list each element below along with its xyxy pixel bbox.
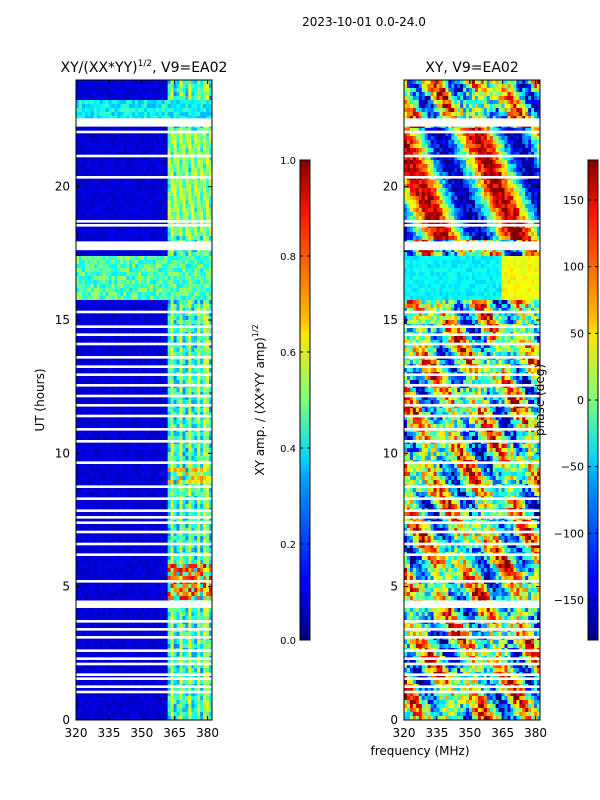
colorbar-tick-label: 0.0 bbox=[280, 636, 296, 647]
x-tick-label: 335 bbox=[97, 726, 120, 740]
amplitude-colorbar-label: XY amp. / (XX*YY amp)1/2 bbox=[251, 324, 267, 475]
y-tick-label: 20 bbox=[55, 180, 70, 194]
phase-colorbar: −150 −100 −50 0 50 100 150 phase (deg) bbox=[533, 159, 599, 641]
y-tick-label: 10 bbox=[55, 446, 70, 460]
colorbar-tick-label: 150 bbox=[563, 194, 584, 207]
amplitude-colorbar-ticks: 0.0 0.2 0.4 0.6 0.8 1.0 bbox=[280, 156, 310, 647]
x-tick-label: 320 bbox=[65, 726, 88, 740]
x-tick-label: 380 bbox=[524, 726, 547, 740]
colorbar-tick-label: 0.6 bbox=[280, 348, 296, 359]
colorbar-tick-label: −150 bbox=[554, 594, 584, 607]
x-tick-label: 350 bbox=[458, 726, 481, 740]
colorbar-tick-label: 0.4 bbox=[280, 444, 296, 455]
colorbar-tick-label: 0 bbox=[577, 394, 584, 407]
colorbar-tick-label: 0.8 bbox=[280, 252, 296, 263]
amplitude-ylabel: UT (hours) bbox=[33, 368, 47, 431]
phase-colorbar-ticks: −150 −100 −50 0 50 100 150 bbox=[554, 194, 598, 607]
amplitude-panel: XY/(XX*YY)1/2, V9=EA02 320 335 350 365 380 0 5… bbox=[33, 59, 227, 740]
y-tick-label: 5 bbox=[62, 580, 70, 594]
amplitude-heatmap bbox=[76, 80, 212, 720]
y-tick-label: 20 bbox=[383, 180, 398, 194]
amplitude-title: XY/(XX*YY)1/2, V9=EA02 bbox=[61, 59, 228, 76]
y-tick-label: 15 bbox=[383, 313, 398, 327]
colorbar-tick-label: 100 bbox=[563, 261, 584, 274]
x-tick-label: 320 bbox=[393, 726, 416, 740]
y-tick-label: 10 bbox=[383, 446, 398, 460]
phase-ticks: 320 335 350 365 380 0 5 10 15 20 bbox=[383, 80, 547, 740]
colorbar-tick-label: −50 bbox=[561, 461, 584, 474]
frequency-xlabel: frequency (MHz) bbox=[370, 744, 469, 758]
colorbar-tick-label: −100 bbox=[554, 527, 584, 540]
x-tick-label: 365 bbox=[491, 726, 514, 740]
phase-axes-frame bbox=[403, 79, 541, 721]
colorbar-tick-label: 0.2 bbox=[280, 540, 296, 551]
phase-colorbar-label: phase (deg) bbox=[533, 364, 547, 436]
amplitude-ticks: 320 335 350 365 380 0 5 10 15 20 bbox=[55, 80, 219, 740]
amplitude-colorbar-frame bbox=[299, 159, 311, 641]
phase-heatmap bbox=[404, 80, 540, 720]
x-tick-label: 365 bbox=[163, 726, 186, 740]
phase-colorbar-gradient bbox=[588, 160, 598, 640]
y-tick-label: 0 bbox=[390, 713, 398, 727]
y-tick-label: 0 bbox=[62, 713, 70, 727]
amplitude-colorbar-gradient bbox=[300, 160, 310, 640]
colorbar-tick-label: 1.0 bbox=[280, 156, 296, 167]
y-tick-label: 5 bbox=[390, 580, 398, 594]
phase-panel: XY, V9=EA02 320 335 350 365 380 0 5 10 15 20 freq… bbox=[370, 60, 547, 758]
y-tick-label: 15 bbox=[55, 313, 70, 327]
amplitude-colorbar: 0.0 0.2 0.4 0.6 0.8 1.0 XY amp. / (XX*YY amp)… bbox=[251, 156, 311, 647]
colorbar-tick-label: 50 bbox=[570, 327, 584, 340]
figure-suptitle: 2023-10-01 0.0-24.0 bbox=[302, 15, 426, 29]
amplitude-axes-frame bbox=[75, 79, 213, 721]
x-tick-label: 380 bbox=[196, 726, 219, 740]
phase-title: XY, V9=EA02 bbox=[425, 60, 519, 76]
x-tick-label: 350 bbox=[130, 726, 153, 740]
x-tick-label: 335 bbox=[425, 726, 448, 740]
